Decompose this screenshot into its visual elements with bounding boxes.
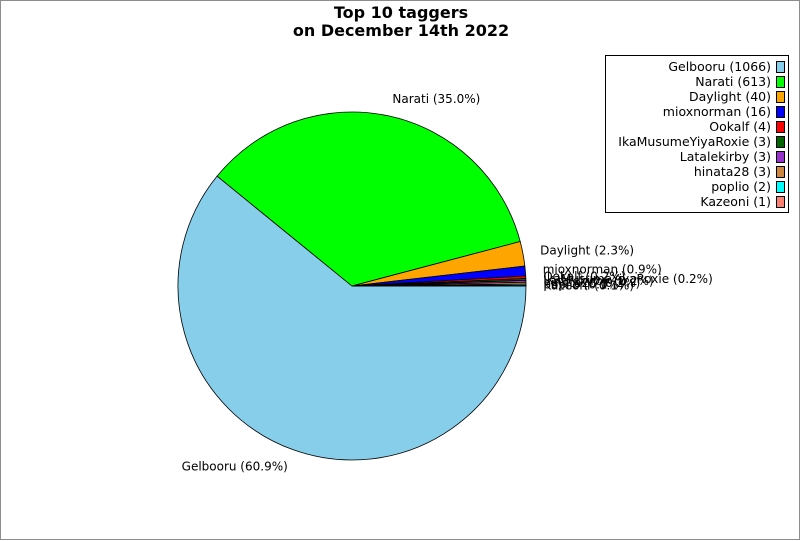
chart-legend: Gelbooru (1066) Narati (613) Daylight (40)… [605, 55, 789, 213]
legend-item-gelbooru: Gelbooru (1066) [606, 59, 788, 74]
legend-swatch [776, 135, 785, 148]
pie-label-ookalf: Ookalf (0.2%) [543, 269, 625, 283]
legend-label: Daylight (40) [688, 89, 771, 104]
pie-label-latalekirby: Latalekirby (0.2%) [543, 274, 653, 288]
legend-label: hinata28 (3) [693, 164, 771, 179]
legend-swatch [776, 60, 785, 73]
legend-item-kazeoni: Kazeoni (1) [606, 194, 788, 209]
legend-swatch [776, 120, 785, 133]
pie-slice-kazeoni [351, 284, 527, 287]
pie-label-mioxnorman: mioxnorman (0.9%) [543, 263, 662, 277]
pie-slice-gelbooru [177, 175, 527, 461]
legend-label: Ookalf (4) [709, 119, 771, 134]
legend-swatch [776, 90, 785, 103]
chart-title-line-2: on December 14th 2022 [292, 21, 510, 40]
legend-item-ookalf: Ookalf (4) [606, 119, 788, 134]
legend-item-ikamusumeyiyaroxie: IkaMusumeYiyaRoxie (3) [606, 134, 788, 149]
pie-label-gelbooru: Gelbooru (60.9%) [182, 459, 288, 473]
legend-swatch [776, 165, 785, 178]
legend-label: Narati (613) [695, 74, 771, 89]
legend-label: Gelbooru (1066) [668, 59, 771, 74]
pie-label-hinata28: hinata28 (0.2%) [543, 276, 640, 290]
legend-swatch [776, 105, 785, 118]
legend-item-latalekirby: Latalekirby (3) [606, 149, 788, 164]
pie-label-narati: Narati (35.0%) [392, 92, 480, 106]
legend-label: mioxnorman (16) [662, 104, 771, 119]
legend-swatch [776, 75, 785, 88]
legend-item-poplio: poplio (2) [606, 179, 788, 194]
legend-label: poplio (2) [711, 179, 771, 194]
chart-title-line-1: Top 10 taggers [333, 3, 469, 22]
pie-slice-narati [216, 111, 521, 287]
legend-item-daylight: Daylight (40) [606, 89, 788, 104]
legend-swatch [776, 195, 785, 208]
pie-label-poplio: poplio (0.1%) [543, 278, 623, 292]
pie-label-ikamusumeyiyaroxie: IkaMusumeYiyaRoxie (0.2%) [543, 272, 712, 286]
legend-label: Latalekirby (3) [679, 149, 771, 164]
legend-swatch [776, 150, 785, 163]
legend-label: Kazeoni (1) [700, 194, 771, 209]
legend-item-hinata28: hinata28 (3) [606, 164, 788, 179]
legend-label: IkaMusumeYiyaRoxie (3) [618, 134, 771, 149]
legend-item-mioxnorman: mioxnorman (16) [606, 104, 788, 119]
pie-label-kazeoni: Kazeoni (0.1%) [543, 279, 634, 293]
chart-title: Top 10 taggers on December 14th 2022 [1, 4, 800, 40]
legend-item-narati: Narati (613) [606, 74, 788, 89]
pie-label-daylight: Daylight (2.3%) [540, 244, 634, 258]
legend-swatch [776, 180, 785, 193]
